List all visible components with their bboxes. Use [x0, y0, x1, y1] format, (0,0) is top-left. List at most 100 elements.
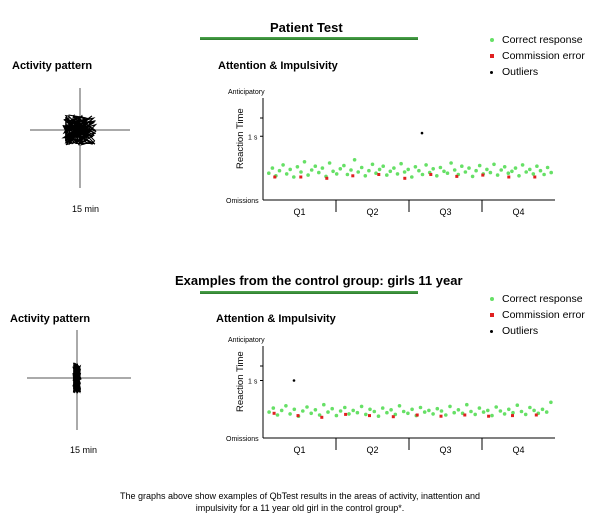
legend-outliers-marker — [490, 70, 493, 74]
correct-response-point — [330, 406, 334, 411]
correct-response-point — [528, 167, 532, 172]
correct-response-point — [292, 175, 296, 179]
correct-response-point — [549, 170, 553, 175]
correct-response-point — [288, 167, 292, 172]
correct-response-point — [544, 410, 549, 414]
activity-pattern-plot — [30, 88, 130, 188]
correct-response-point — [452, 410, 456, 415]
correct-response-point — [376, 414, 381, 418]
attention-scatter-chart-control: Anticipatory 1 s Omissions Reaction Time Q1 Q… — [226, 337, 555, 455]
correct-response-point — [292, 407, 297, 412]
legend-outliers: Outliers — [490, 66, 585, 82]
correct-response-point — [463, 170, 468, 174]
commission-error-point — [344, 412, 348, 416]
correct-response-point — [495, 173, 500, 177]
correct-response-point — [267, 171, 271, 175]
correct-response-point — [374, 171, 378, 175]
correct-response-point — [424, 163, 428, 167]
correct-response-point — [302, 160, 307, 164]
correct-response-point — [435, 406, 440, 411]
correct-response-point — [334, 172, 339, 176]
correct-response-point — [326, 410, 330, 414]
correct-response-point — [545, 165, 550, 170]
correct-response-point — [449, 161, 453, 165]
activity-trace — [72, 362, 82, 395]
caption: The graphs above show examples of QbTest… — [60, 490, 540, 514]
correct-response-point — [359, 165, 364, 170]
correct-response-point — [331, 169, 335, 174]
correct-response-point — [284, 404, 288, 408]
y-axis-label: Reaction Time — [235, 351, 246, 412]
control-group-title: Examples from the control group: girls 1… — [175, 273, 463, 288]
commission-error-point — [272, 411, 276, 415]
activity-pattern-title-control: Activity pattern — [10, 313, 91, 325]
correct-response-point — [422, 410, 427, 414]
x-tick-label: Q4 — [513, 445, 525, 455]
correct-response-point — [367, 168, 371, 173]
correct-response-point — [513, 166, 518, 170]
attention-chart-title: Attention & Impulsivity — [218, 60, 338, 72]
correct-response-point — [401, 409, 406, 414]
correct-response-point — [477, 406, 482, 410]
correct-response-point — [420, 172, 425, 177]
attention-scatter-chart: Anticipatory 1 s Omissions Reaction Time Q1 Q… — [226, 89, 555, 217]
legend-commission: Commission error — [490, 50, 585, 66]
correct-response-point — [389, 408, 393, 412]
x-tick-label: Q3 — [440, 207, 452, 217]
commission-error-point — [507, 175, 511, 179]
commission-error-point — [415, 413, 419, 417]
commission-error-point — [463, 413, 467, 417]
correct-response-point — [444, 413, 448, 417]
correct-response-point — [492, 162, 496, 167]
y-tick-label: Omissions — [226, 436, 259, 443]
correct-response-point — [397, 404, 402, 408]
correct-response-point — [313, 408, 318, 412]
correct-response-point — [309, 411, 313, 416]
legend: Correct response Commission error Outlie… — [490, 34, 585, 82]
correct-response-point — [270, 166, 275, 170]
correct-response-point — [399, 161, 403, 166]
commission-error-point — [377, 173, 381, 176]
correct-response-point — [385, 410, 389, 415]
correct-response-point — [549, 400, 553, 405]
legend-commission-marker — [490, 54, 494, 59]
y-tick-label: Anticipatory — [228, 337, 265, 344]
correct-response-point — [524, 170, 528, 174]
correct-response-point — [490, 413, 494, 418]
correct-response-point — [528, 405, 532, 410]
caption-line-2: impulsivity for a 11 year old girl in th… — [195, 503, 405, 513]
correct-response-point — [368, 407, 372, 412]
x-tick-label: Q2 — [367, 445, 379, 455]
correct-response-point — [417, 168, 421, 173]
legend-commission-marker-control — [490, 313, 494, 318]
correct-response-point — [532, 408, 536, 413]
commission-error-point — [325, 176, 329, 180]
outlier-point — [420, 131, 424, 135]
x-tick-label: Q1 — [294, 445, 306, 455]
correct-response-point — [359, 404, 364, 409]
legend-commission-control: Commission error — [490, 309, 585, 325]
correct-response-point — [385, 173, 389, 177]
correct-response-point — [499, 168, 504, 172]
commission-error-point — [351, 174, 355, 178]
correct-response-point — [402, 170, 407, 174]
correct-response-point — [445, 171, 450, 175]
outlier-point — [292, 379, 296, 382]
correct-response-point — [338, 409, 343, 413]
correct-response-point — [279, 408, 284, 413]
legend-correct-marker — [490, 38, 494, 43]
correct-response-point — [531, 172, 536, 176]
correct-response-point — [363, 174, 368, 178]
correct-response-point — [388, 169, 393, 174]
correct-response-point — [438, 165, 443, 170]
correct-response-point — [542, 172, 546, 177]
correct-response-point — [281, 163, 285, 167]
correct-response-point — [380, 406, 385, 410]
correct-response-point — [327, 161, 332, 165]
x-tick-label: Q1 — [294, 207, 306, 217]
correct-response-point — [349, 168, 353, 172]
legend-outliers-control: Outliers — [490, 325, 585, 341]
correct-response-point — [427, 408, 431, 413]
correct-response-point — [502, 412, 507, 416]
correct-response-point — [356, 170, 360, 174]
